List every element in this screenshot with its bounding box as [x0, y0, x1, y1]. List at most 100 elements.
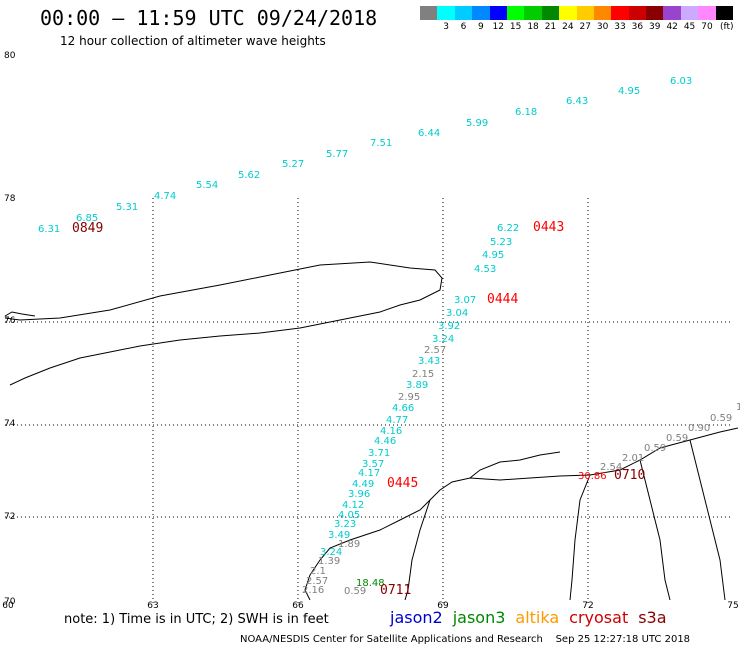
axis-labels: 60 63 66 69 72 75 80 78 76 74 72 70 [2, 51, 738, 611]
swh-value-label: 5.77 [326, 149, 348, 160]
lat-tick-label: 80 [4, 51, 16, 61]
legend-tick-label: 33 [614, 22, 626, 32]
legend-swatch [698, 6, 716, 20]
legend-tick-label: 42 [666, 22, 678, 32]
swh-value-label: 6.03 [670, 76, 692, 87]
pass-time-label: 0443 [533, 220, 564, 235]
lat-tick-label: 70 [4, 597, 16, 607]
swh-value-label: 2.57 [424, 345, 446, 356]
lon-tick-label: 75 [727, 601, 738, 611]
lon-tick-label: 72 [582, 601, 593, 611]
swh-value-label: 3.24 [432, 334, 454, 345]
swh-value-label: 3.96 [348, 489, 370, 500]
swh-value-label: 5.31 [116, 202, 138, 213]
swh-value-label: 3.04 [446, 308, 468, 319]
legend-tick-label: 12 [492, 22, 504, 32]
pass-time-label: 0710 [614, 468, 645, 483]
satellite-jason2: jason2 [390, 608, 443, 627]
swh-value-label: 4.16 [380, 426, 402, 437]
satellite-s3a: s3a [638, 608, 667, 627]
legend-tick-label: 3 [443, 22, 449, 32]
swh-value-label: 2.54 [600, 462, 622, 473]
swh-value-label: 6.22 [497, 223, 519, 234]
swh-value-label: 5.27 [282, 159, 304, 170]
swh-value-label: 5.54 [196, 180, 218, 191]
pass-time-label: 0444 [487, 292, 518, 307]
units-note: note: 1) Time is in UTC; 2) SWH is in fe… [64, 612, 329, 627]
legend-swatch [715, 6, 734, 20]
legend-tick-label: 24 [562, 22, 574, 32]
map-subtitle: 12 hour collection of altimeter wave hei… [60, 34, 326, 48]
legend-tick-label: 30 [596, 22, 609, 32]
swh-value-label: 6.43 [566, 96, 588, 107]
swh-value-label: 4.74 [154, 191, 176, 202]
satellite-legend: jason2 jason3 altika cryosat s3a [390, 608, 677, 627]
pass-time-label: 0849 [72, 221, 103, 236]
swh-value-label: 2.95 [398, 392, 420, 403]
swh-value-label: 0.59 [344, 586, 366, 597]
swh-value-label: 18.48 [356, 578, 385, 589]
legend-swatch [593, 6, 612, 20]
swh-value-label: 5.23 [490, 237, 512, 248]
satellite-cryosat: cryosat [569, 608, 629, 627]
legend-swatch [680, 6, 699, 20]
swh-value-label: 3.43 [418, 356, 440, 367]
swh-value-label: 4.95 [618, 86, 640, 97]
swh-value-label: 0.59 [666, 433, 688, 444]
pass-time-label: 0445 [387, 476, 418, 491]
swh-value-label: 2.15 [412, 369, 434, 380]
legend-swatch [472, 6, 490, 20]
swh-value-label: 4.17 [358, 468, 380, 479]
legend-tick-label: 45 [683, 22, 696, 32]
swh-value-label: 1.89 [338, 539, 360, 550]
legend-tick-label: 27 [579, 22, 591, 32]
color-legend [420, 6, 734, 20]
swh-value-label: 6.31 [38, 224, 60, 235]
legend-tick-label: 18 [527, 22, 539, 32]
swh-value-label: 3.57 [362, 459, 384, 470]
swh-value-label: 6.18 [515, 107, 537, 118]
swh-value-label: 1 [736, 402, 740, 413]
coastline [4, 261, 739, 601]
swh-value-label: 5.99 [466, 118, 488, 129]
legend-swatch [454, 6, 473, 20]
legend-tick-label: 15 [509, 22, 522, 32]
legend-tick-label: 21 [544, 22, 557, 32]
legend-swatch [663, 6, 681, 20]
legend-swatch [646, 6, 664, 20]
lat-tick-label: 74 [4, 419, 16, 429]
credits-footer: NOAA/NESDIS Center for Satellite Applica… [240, 634, 691, 645]
swh-value-label: 4.95 [482, 250, 504, 261]
swh-value-label: 4.77 [386, 415, 408, 426]
satellite-jason3: jason3 [452, 608, 506, 627]
swh-value-label: 0.59 [644, 443, 666, 454]
pass-time-label: 0711 [380, 583, 411, 598]
graticule [5, 198, 733, 604]
swh-value-label: 2.16 [302, 585, 324, 596]
swh-value-label: 6.44 [418, 128, 440, 139]
swh-value-label: 6.85 [76, 213, 98, 224]
legend-swatch [437, 6, 455, 20]
lon-tick-label: 63 [147, 601, 158, 611]
map-title: 00:00 – 11:59 UTC 09/24/2018 [40, 6, 378, 30]
legend-tick-label: 39 [649, 22, 661, 32]
swh-value-label: 4.12 [342, 500, 364, 511]
swh-value-label: 3.89 [406, 380, 428, 391]
lat-tick-label: 78 [4, 194, 16, 204]
swh-value-label: 4.46 [374, 436, 396, 447]
swh-value-label: 4.05 [338, 510, 360, 521]
swh-value-label: 3.24 [320, 547, 342, 558]
swh-value-label: 30.86 [578, 471, 607, 482]
legend-tick-label: 70 [701, 22, 713, 32]
lat-tick-label: 76 [4, 316, 16, 326]
lon-tick-label: 60 [2, 601, 14, 611]
satellite-altika: altika [515, 608, 560, 627]
legend-swatch [489, 6, 507, 20]
swh-value-label: 4.49 [352, 479, 374, 490]
swh-value-label: 5.62 [238, 170, 260, 181]
swh-value-label: 3.49 [328, 530, 350, 541]
swh-value-label: 4.53 [474, 264, 496, 275]
swh-value-label: 0.59 [710, 413, 732, 424]
legend-units: (ft) [720, 22, 734, 32]
